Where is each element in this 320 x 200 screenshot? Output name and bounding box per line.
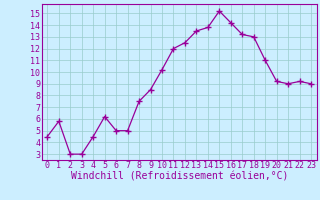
X-axis label: Windchill (Refroidissement éolien,°C): Windchill (Refroidissement éolien,°C) <box>70 172 288 182</box>
